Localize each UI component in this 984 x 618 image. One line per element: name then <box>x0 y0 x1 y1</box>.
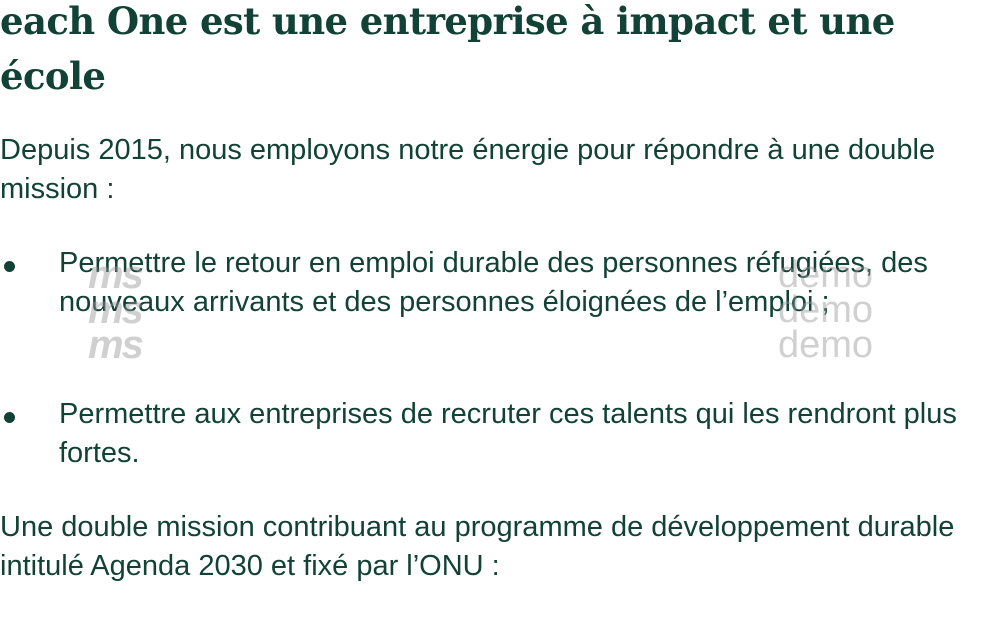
watermark-text: ms <box>88 323 144 367</box>
watermark-text: demo <box>778 324 874 366</box>
list-item-text: Permettre le retour en emploi durable de… <box>59 247 928 318</box>
intro-paragraph: Depuis 2015, nous employons notre énergi… <box>0 134 936 205</box>
outro-paragraph: Une double mission contribuant au progra… <box>0 511 955 582</box>
list-item-text: Permettre aux entreprises de recruter ce… <box>59 398 957 469</box>
bullet-icon <box>4 412 15 423</box>
bullet-icon <box>4 261 15 272</box>
section-heading: each One est une entreprise à impact et … <box>0 0 895 98</box>
